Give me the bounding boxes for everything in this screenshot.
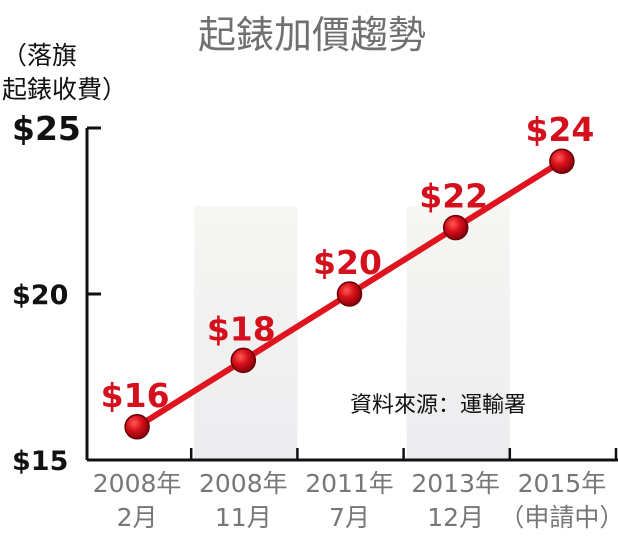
x-tick-label-year: 2008年	[199, 469, 288, 498]
data-point	[336, 281, 363, 307]
data-point	[230, 347, 257, 374]
x-tick-label-year: 2011年	[305, 469, 394, 498]
x-tick-label-month: （申請中）	[499, 503, 618, 532]
data-labels: $16 $18 $20 $22 $24	[101, 110, 595, 415]
data-points	[124, 148, 575, 440]
x-tick-label-month: 11月	[215, 503, 272, 532]
x-tick-label-year: 2015年	[518, 469, 607, 498]
data-point	[124, 414, 150, 440]
background-band-1	[194, 206, 298, 460]
data-point	[549, 148, 575, 174]
y-tick-label: $20	[12, 280, 68, 311]
x-tick-label-month: 2月	[117, 503, 158, 532]
x-ticks: 2008年 2月 2008年 11月 2011年 7月 2013年 12月 2015年 （申請中）	[93, 448, 618, 532]
data-label: $22	[419, 177, 488, 216]
y-tick-label: $25	[12, 109, 81, 148]
source-note: 資料來源：運輸署	[350, 393, 526, 418]
data-label: $18	[207, 309, 276, 348]
y-axis-label-line-1: （落旗	[2, 41, 77, 70]
y-tick-label: $15	[12, 446, 68, 477]
y-axis-label-line-2: 起錶收費）	[2, 75, 127, 104]
data-label: $20	[313, 243, 382, 282]
data-label: $16	[101, 376, 170, 415]
x-tick-label-year: 2008年	[93, 469, 182, 498]
data-label: $24	[525, 110, 594, 149]
background-band-2	[406, 206, 510, 460]
chart-title: 起錶加價趨勢	[198, 13, 426, 57]
data-point	[442, 214, 469, 241]
x-tick-label-year: 2013年	[411, 469, 500, 498]
x-tick-label-month: 7月	[329, 503, 370, 532]
y-ticks: $25 $20 $15	[12, 109, 101, 477]
x-tick-label-month: 12月	[427, 503, 484, 532]
